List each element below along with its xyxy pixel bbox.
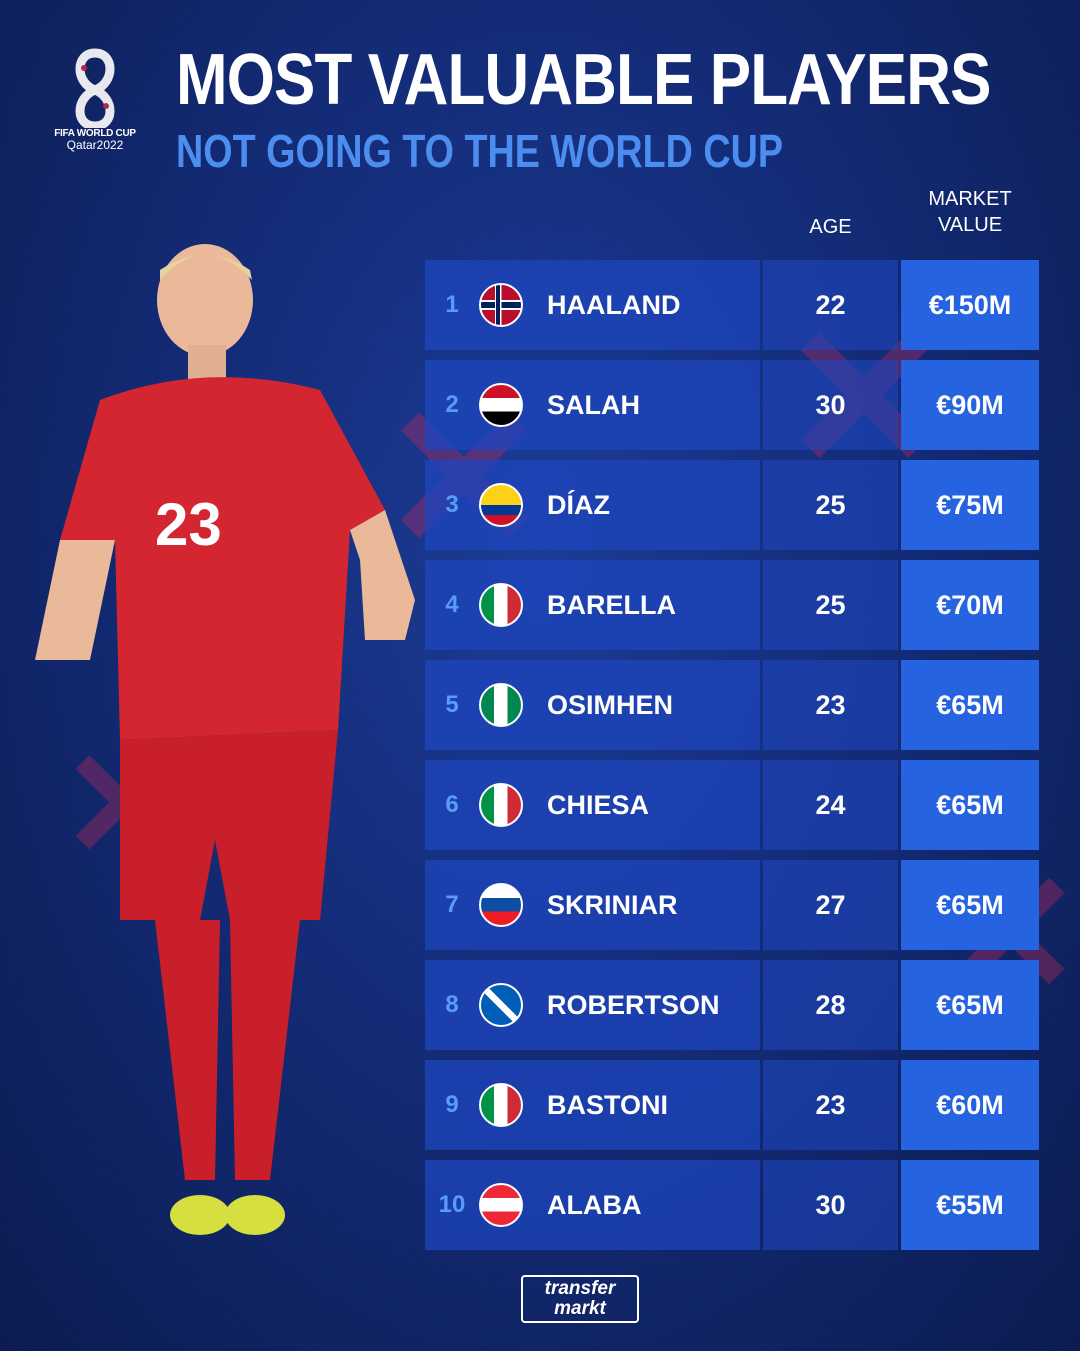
age-cell: 28 <box>763 960 898 1050</box>
market-value-header-line2: VALUE <box>937 214 1003 236</box>
age-cell: 23 <box>763 660 898 750</box>
market-value-cell: €65M <box>901 860 1039 950</box>
rank: 4 <box>445 591 459 618</box>
brand-line1: transfer <box>544 1278 616 1299</box>
player-name: HAALAND <box>547 289 681 320</box>
market-value-cell: €55M <box>901 1160 1039 1250</box>
norway-flag-icon <box>479 283 523 327</box>
age-cell: 25 <box>763 560 898 650</box>
player-cell: 10 ALABA <box>425 1160 760 1250</box>
player-name: CHIESA <box>547 789 650 820</box>
market-value-cell: €70M <box>901 560 1039 650</box>
colombia-flag-icon <box>479 483 523 527</box>
player-cell: 1 HAALAND <box>425 260 760 350</box>
player-cell: 6 CHIESA <box>425 760 760 850</box>
player-name: SALAH <box>547 389 640 420</box>
logo-text: FIFA WORLD CUP <box>54 128 136 139</box>
rank: 7 <box>445 891 459 918</box>
age-cell: 24 <box>763 760 898 850</box>
player-cell: 8 ROBERTSON <box>425 960 760 1050</box>
market-value-cell: €90M <box>901 360 1039 450</box>
age-cell: 25 <box>763 460 898 550</box>
player-cell: 7 SKRINIAR <box>425 860 760 950</box>
player-name: BASTONI <box>547 1089 669 1120</box>
player-cell: 3 DÍAZ <box>425 460 760 550</box>
market-value-cell: €65M <box>901 760 1039 850</box>
page-title: MOST VALUABLE PLAYERS <box>176 40 991 120</box>
austria-flag-icon <box>479 1183 523 1227</box>
scotland-flag-icon <box>479 983 523 1027</box>
age-cell: 23 <box>763 1060 898 1150</box>
age-cell: 22 <box>763 260 898 350</box>
market-value-cell: €65M <box>901 960 1039 1050</box>
table-row: 2 SALAH 30 €90M <box>425 360 1039 450</box>
table-row: 8 ROBERTSON 28 €65M <box>425 960 1039 1050</box>
table-row: 9 BASTONI 23 €60M <box>425 1060 1039 1150</box>
rank: 3 <box>445 491 459 518</box>
player-cell: 5 OSIMHEN <box>425 660 760 750</box>
world-cup-logo: FIFA WORLD CUP Qatar2022 <box>44 48 146 152</box>
market-value-header-line1: MARKET <box>928 188 1012 210</box>
rank: 6 <box>445 791 459 818</box>
market-value-cell: €150M <box>901 260 1039 350</box>
player-name: SKRINIAR <box>547 889 678 920</box>
age-cell: 30 <box>763 360 898 450</box>
rank: 2 <box>445 391 459 418</box>
egypt-flag-icon <box>479 383 523 427</box>
italy-flag-icon <box>479 783 523 827</box>
player-cell: 9 BASTONI <box>425 1060 760 1150</box>
age-header: AGE <box>809 216 852 238</box>
slovakia-flag-icon <box>479 883 523 927</box>
table-row: 1 HAALAND 22 €150M <box>425 260 1039 350</box>
brand-line2: markt <box>554 1298 606 1319</box>
table-row: 6 CHIESA 24 €65M <box>425 760 1039 850</box>
player-name: BARELLA <box>547 589 676 620</box>
market-value-cell: €65M <box>901 660 1039 750</box>
market-value-cell: €75M <box>901 460 1039 550</box>
page-subtitle: NOT GOING TO THE WORLD CUP <box>176 125 784 177</box>
nigeria-flag-icon <box>479 683 523 727</box>
rank: 8 <box>445 991 459 1018</box>
player-name: OSIMHEN <box>547 689 674 720</box>
table-row: 7 SKRINIAR 27 €65M <box>425 860 1039 950</box>
rank: 9 <box>445 1091 459 1118</box>
player-name: ROBERTSON <box>547 989 720 1020</box>
player-name: ALABA <box>547 1189 642 1220</box>
market-value-header: MARKET VALUE <box>901 186 1039 238</box>
table-row: 4 BARELLA 25 €70M <box>425 560 1039 650</box>
rank: 5 <box>445 691 459 718</box>
table-row: 5 OSIMHEN 23 €65M <box>425 660 1039 750</box>
player-cell: 2 SALAH <box>425 360 760 450</box>
transfermarkt-logo: transfer markt <box>521 1275 639 1323</box>
table-row: 10 ALABA 30 €55M <box>425 1160 1039 1250</box>
player-photo: 23 <box>35 244 415 1235</box>
italy-flag-icon <box>479 1083 523 1127</box>
rank: 1 <box>445 291 459 318</box>
player-name: DÍAZ <box>547 489 610 520</box>
table-row: 3 DÍAZ 25 €75M <box>425 460 1039 550</box>
player-cell: 4 BARELLA <box>425 560 760 650</box>
italy-flag-icon <box>479 583 523 627</box>
age-cell: 30 <box>763 1160 898 1250</box>
age-cell: 27 <box>763 860 898 950</box>
shirt-number: 23 <box>155 491 222 558</box>
trophy-icon <box>75 48 115 128</box>
market-value-cell: €60M <box>901 1060 1039 1150</box>
rank: 10 <box>438 1191 466 1218</box>
logo-subtext: Qatar2022 <box>66 138 124 152</box>
